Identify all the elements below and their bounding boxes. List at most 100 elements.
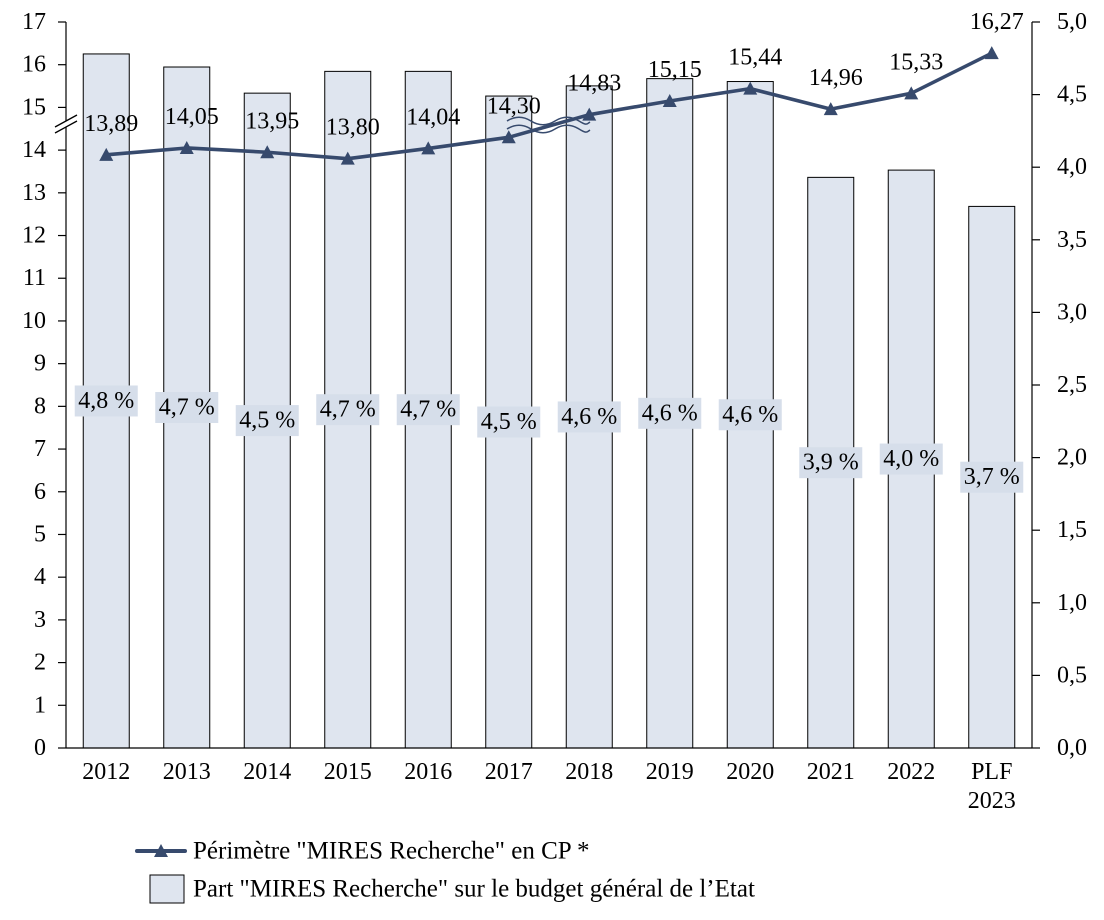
bar-data-label-2017: 4,5 %: [477, 406, 541, 438]
line-marker-2021: [823, 102, 838, 116]
legend-item-bar-series: Part "MIRES Recherche" sur le budget gén…: [149, 874, 755, 904]
bar-data-label-background: [477, 406, 541, 438]
right-y-axis-tick-label: 3,5: [1057, 227, 1087, 253]
x-axis-label-2019: 2019: [645, 759, 694, 785]
bar-data-label-background: [235, 405, 299, 437]
bar-data-label-2018: 4,6 %: [557, 401, 621, 433]
bar-data-label-plf-2023: 3,7 %: [960, 461, 1024, 493]
right-y-axis-tick-label: 5,0: [1057, 9, 1087, 35]
right-y-axis-tick-label: 1,5: [1057, 517, 1087, 543]
left-y-axis-tick-label: 0: [34, 735, 46, 761]
line-data-label-2012: 13,89: [84, 111, 138, 137]
bar-data-label-background: [396, 394, 460, 426]
line-data-label-2013: 14,05: [165, 104, 219, 130]
line-marker-2015: [340, 151, 355, 165]
bar-data-label-text: 4,8 %: [78, 388, 134, 414]
triangle-marker-icon: [154, 844, 168, 857]
line-marker-2019: [662, 94, 677, 108]
left-axis-break-stroke: [54, 114, 78, 128]
right-y-axis-tick-label: 3,0: [1057, 299, 1087, 325]
left-y-axis-tick-label: 10: [22, 308, 46, 334]
line-data-label-2021: 14,96: [809, 65, 863, 91]
left-y-axis-tick-label: 8: [34, 393, 46, 419]
legend-box-swatch: [149, 874, 185, 904]
legend-label-bar-series: Part "MIRES Recherche" sur le budget gén…: [193, 876, 755, 903]
bar-data-labels: 4,8 % 4,7 % 4,5 % 4,7 % 4,7 % 4,5 % 4,6 % 4,6 %…: [74, 385, 1024, 493]
axis-break-marks: [54, 114, 591, 134]
x-axis-label-2022: 2022: [887, 759, 936, 785]
x-axis-label-2021: 2021: [806, 759, 855, 785]
right-y-axis-tick-label: 4,0: [1057, 154, 1087, 180]
line-marker-2016: [421, 141, 436, 155]
right-y-axis-tick-label: 0,5: [1057, 662, 1087, 688]
x-axis-label-plf-2023: PLF 2023: [967, 759, 1016, 814]
bar-data-label-2016: 4,7 %: [396, 394, 460, 426]
line-data-label-2020: 15,44: [728, 45, 782, 71]
left-y-axis-tick-label: 4: [34, 564, 46, 590]
legend: Périmètre "MIRES Recherche" en CP * Part…: [135, 838, 755, 904]
line-data-labels: 13,89 14,05 13,95 13,80 14,04 14,30 14,83 15,15…: [84, 9, 1024, 140]
left-y-axis-tick-label: 15: [22, 94, 46, 120]
bar-data-label-2014: 4,5 %: [235, 405, 299, 437]
bar-data-label-2019: 4,6 %: [638, 397, 702, 429]
bar-data-label-2015: 4,7 %: [316, 394, 380, 426]
line-series: [99, 46, 999, 165]
x-axis-label-2017: 2017: [484, 759, 533, 785]
line-marker-2022: [904, 86, 919, 100]
bar-data-label-text: 4,6 %: [561, 404, 617, 430]
bar-data-label-text: 4,5 %: [481, 409, 537, 435]
x-axis-label-2012: 2012: [82, 759, 131, 785]
line-marker-2014: [260, 145, 275, 159]
line-marker-2013: [179, 140, 194, 154]
line-data-label-2016: 14,04: [406, 104, 460, 130]
bar-data-label-background: [557, 401, 621, 433]
bar-data-label-text: 4,0 %: [883, 446, 939, 472]
line-data-label-2015: 13,80: [326, 115, 380, 141]
bar-data-label-background: [316, 394, 380, 426]
bar-data-label-background: [799, 447, 863, 479]
line-marker-2012: [99, 147, 114, 161]
legend-label-line-series: Périmètre "MIRES Recherche" en CP *: [193, 838, 589, 865]
line-marker-2018: [582, 107, 597, 121]
line-data-label-plf-2023: 16,27: [970, 9, 1024, 35]
bar-data-label-text: 4,6 %: [722, 402, 778, 428]
right-y-axis-tick-label: 0,0: [1057, 735, 1087, 761]
bar-data-label-text: 4,7 %: [159, 395, 215, 421]
left-y-axis-tick-label: 13: [22, 180, 46, 206]
x-axis-label-2016: 2016: [404, 759, 453, 785]
break-squiggle: [506, 116, 591, 126]
left-y-axis-tick-label: 2: [34, 650, 46, 676]
left-y-axis-tick-label: 3: [34, 607, 46, 633]
bar-data-label-text: 3,7 %: [964, 464, 1020, 490]
axes: 012345678910111213141516170,00,51,01,52,…: [22, 9, 1087, 761]
left-y-axis-tick-label: 7: [34, 436, 46, 462]
line-data-label-2019: 15,15: [648, 57, 702, 83]
bar-data-label-text: 4,7 %: [320, 397, 376, 423]
line-marker-2020: [743, 81, 758, 95]
bar-data-label-text: 4,7 %: [400, 397, 456, 423]
x-axis-label-2015: 2015: [323, 759, 372, 785]
line-data-label-2022: 15,33: [889, 49, 943, 75]
right-y-axis-tick-label: 2,5: [1057, 372, 1087, 398]
x-axis-label-2018: 2018: [565, 759, 614, 785]
legend-item-line-series: Périmètre "MIRES Recherche" en CP *: [135, 838, 589, 865]
bar-data-label-background: [155, 392, 219, 424]
bar-data-label-2012: 4,8 %: [74, 385, 138, 417]
left-axis-break-gap: [55, 115, 77, 133]
left-y-axis-tick-label: 12: [22, 223, 46, 249]
bar-data-label-text: 4,6 %: [642, 400, 698, 426]
left-y-axis-tick-label: 14: [22, 137, 46, 163]
left-y-axis-tick-label: 16: [22, 52, 46, 78]
left-y-axis-tick-label: 1: [34, 692, 46, 718]
bar-data-label-text: 4,5 %: [239, 408, 295, 434]
left-y-axis-tick-label: 5: [34, 521, 46, 547]
bar-data-label-background: [718, 399, 782, 431]
line-data-label-2018: 14,83: [567, 71, 621, 97]
left-axis-break-stroke: [54, 120, 78, 134]
bar-data-label-background: [638, 397, 702, 429]
bar-data-label-2013: 4,7 %: [155, 392, 219, 424]
bar-data-label-background: [960, 461, 1024, 493]
x-axis-label-2013: 2013: [162, 759, 211, 785]
bar-data-label-background: [879, 443, 943, 475]
bar-data-label-2022: 4,0 %: [879, 443, 943, 475]
